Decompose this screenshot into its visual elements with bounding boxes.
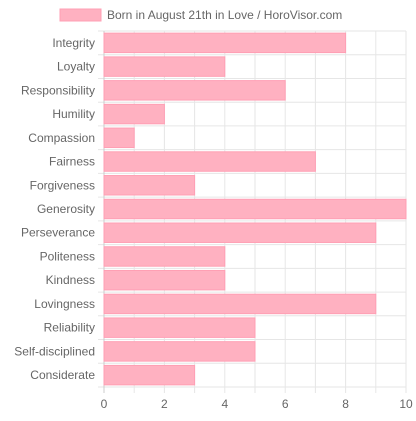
- y-tick-label: Humility: [52, 107, 95, 121]
- x-tick-label: 0: [101, 397, 108, 411]
- y-tick-label: Lovingness: [34, 297, 95, 311]
- y-tick-label: Politeness: [40, 249, 95, 263]
- bar-humility[interactable]: [103, 103, 165, 125]
- bar-generosity[interactable]: [103, 198, 407, 220]
- bar-lovingness[interactable]: [103, 293, 377, 315]
- y-tick-label: Forgiveness: [30, 178, 95, 192]
- legend[interactable]: Born in August 21th in Love / HoroVisor.…: [59, 8, 342, 22]
- y-tick-label: Loyalty: [57, 60, 95, 74]
- bar-forgiveness[interactable]: [103, 175, 196, 196]
- bar-politeness[interactable]: [103, 246, 226, 267]
- y-tick-label: Kindness: [46, 273, 95, 287]
- y-axis-labels: Integrity Loyalty Responsibility Humility Co…: [14, 36, 95, 382]
- y-tick-label: Compassion: [28, 131, 95, 145]
- legend-swatch: [59, 8, 102, 22]
- x-tick-label: 8: [342, 397, 349, 411]
- y-tick-label: Perseverance: [21, 226, 95, 240]
- y-tick-label: Reliability: [44, 321, 95, 335]
- bar-perseverance[interactable]: [103, 222, 377, 243]
- y-tick-label: Considerate: [30, 368, 95, 382]
- x-axis-labels: 0 2 4 6 8 10: [101, 397, 413, 411]
- bar-responsibility[interactable]: [103, 80, 286, 101]
- bar-kindness[interactable]: [103, 269, 226, 291]
- bars: [103, 32, 407, 386]
- bar-fairness[interactable]: [103, 151, 316, 172]
- y-tick-label: Responsibility: [21, 83, 95, 97]
- x-tick-label: 6: [282, 397, 289, 411]
- x-tick-label: 4: [221, 397, 228, 411]
- legend-label: Born in August 21th in Love / HoroVisor.…: [107, 8, 342, 22]
- y-tick-label: Generosity: [37, 202, 95, 216]
- x-tick-label: 2: [161, 397, 168, 411]
- bar-integrity[interactable]: [103, 32, 347, 54]
- bar-reliability[interactable]: [103, 317, 256, 338]
- y-tick-label: Fairness: [49, 155, 95, 169]
- y-tick-label: Integrity: [52, 36, 95, 50]
- bar-compassion[interactable]: [103, 127, 135, 149]
- bar-self-disciplined[interactable]: [103, 341, 256, 362]
- y-tick-label: Self-disciplined: [14, 344, 95, 358]
- bar-considerate[interactable]: [103, 364, 196, 386]
- x-tick-label: 10: [399, 397, 413, 411]
- bar-loyalty[interactable]: [103, 56, 226, 77]
